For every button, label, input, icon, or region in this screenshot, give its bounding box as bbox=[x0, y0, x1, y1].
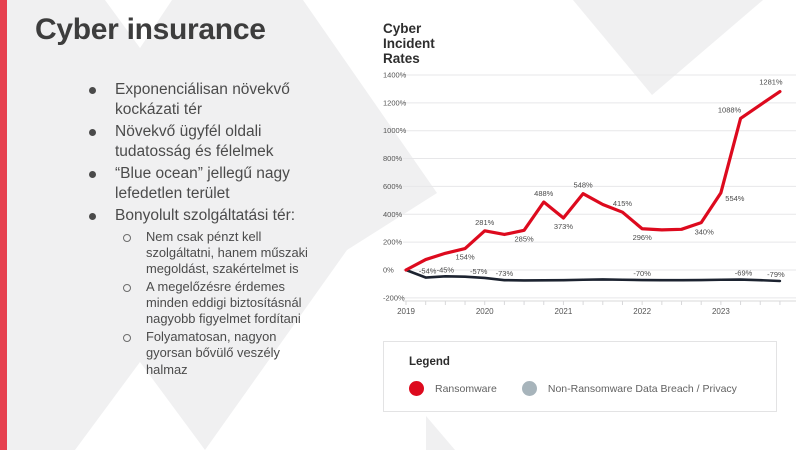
y-axis-label: 1200% bbox=[383, 98, 407, 107]
bullet-list: Exponenciálisan növekvő kockázati tér Növ… bbox=[82, 80, 367, 381]
data-point-label: -79% bbox=[767, 270, 785, 279]
watermark-notch-top-left bbox=[105, 0, 172, 48]
data-point-label: -57% bbox=[470, 267, 488, 276]
bullet-marker-icon bbox=[89, 213, 96, 221]
data-point-label: -73% bbox=[496, 269, 514, 278]
slide-title: Cyber insurance bbox=[35, 13, 266, 46]
data-point-label: 296% bbox=[633, 233, 653, 242]
bullet-marker-icon bbox=[89, 129, 96, 137]
bullet-text: “Blue ocean” jellegű nagy lefedetlen ter… bbox=[115, 165, 290, 202]
red-accent-bar bbox=[0, 0, 7, 450]
data-point-label: 285% bbox=[514, 234, 534, 243]
watermark-shape-top-right bbox=[573, 0, 763, 95]
data-point-label: 548% bbox=[574, 181, 594, 190]
data-point-label: 340% bbox=[695, 228, 715, 237]
bullet-item: “Blue ocean” jellegű nagy lefedetlen ter… bbox=[82, 164, 367, 203]
data-point-label: -69% bbox=[735, 269, 753, 278]
legend-items: Ransomware Non-Ransomware Data Breach / P… bbox=[409, 381, 776, 396]
bullet-item: Exponenciálisan növekvő kockázati tér bbox=[82, 80, 367, 119]
legend-card: Legend Ransomware Non-Ransomware Data Bre… bbox=[383, 341, 777, 412]
bullet-item: Növekvő ügyfél oldali tudatosság és féle… bbox=[82, 122, 367, 161]
watermark-shape-bottom-right bbox=[426, 416, 455, 450]
data-point-label: -45% bbox=[437, 265, 455, 274]
series-line-non-ransomware bbox=[404, 268, 782, 283]
legend-dot-icon bbox=[409, 381, 424, 396]
data-point-label: 281% bbox=[475, 218, 495, 227]
bullet-marker-icon bbox=[89, 171, 96, 179]
sub-bullet-list: Nem csak pénzt kell szolgáltatni, hanem … bbox=[82, 229, 367, 378]
y-axis-label: 800% bbox=[383, 154, 403, 163]
sub-bullet-item: Folyamatosan, nagyon gyorsan bővülő vesz… bbox=[82, 329, 367, 377]
y-axis-label: 400% bbox=[383, 210, 403, 219]
bullet-text: Folyamatosan, nagyon gyorsan bővülő vesz… bbox=[146, 329, 280, 377]
data-point-label: 1281% bbox=[759, 78, 783, 87]
legend-dot-icon bbox=[521, 381, 537, 396]
y-axis-label: 1000% bbox=[383, 126, 407, 135]
data-point-label: 554% bbox=[725, 194, 745, 203]
y-axis-label: 600% bbox=[383, 182, 403, 191]
y-axis-label: 0% bbox=[383, 266, 394, 275]
bullet-text: Exponenciálisan növekvő kockázati tér bbox=[115, 81, 290, 118]
data-point-label: 488% bbox=[534, 189, 554, 198]
sub-bullet-marker-icon bbox=[123, 283, 131, 292]
bullet-text: Nem csak pénzt kell szolgáltatni, hanem … bbox=[146, 228, 308, 276]
x-axis-label: 2023 bbox=[712, 307, 730, 316]
data-point-label: 154% bbox=[455, 253, 475, 262]
bullet-text: A megelőzésre érdemes minden eddigi bizt… bbox=[146, 278, 302, 327]
legend-label: Ransomware bbox=[435, 382, 497, 395]
series-line-ransomware bbox=[404, 89, 782, 272]
y-axis-label: 1400% bbox=[383, 70, 407, 79]
sub-bullet-group: Nem csak pénzt kell szolgáltatni, hanem … bbox=[82, 229, 367, 378]
watermark-shape-left bbox=[7, 0, 437, 450]
bullet-text: Növekvő ügyfél oldali tudatosság és féle… bbox=[115, 123, 274, 160]
bullet-marker-icon bbox=[89, 87, 96, 94]
x-axis-label: 2022 bbox=[633, 307, 651, 316]
bullet-text: Bonyolult szolgáltatási tér: bbox=[115, 207, 296, 225]
x-axis-label: 2019 bbox=[397, 307, 415, 316]
legend-title: Legend bbox=[409, 356, 450, 368]
data-point-label: -70% bbox=[633, 269, 651, 278]
sub-bullet-item: A megelőzésre érdemes minden eddigi bizt… bbox=[82, 279, 367, 327]
legend-item: Non-Ransomware Data Breach / Privacy bbox=[521, 381, 737, 396]
data-point-label: 373% bbox=[554, 222, 574, 231]
y-axis-label: -200% bbox=[383, 293, 405, 302]
data-point-label: 1088% bbox=[718, 105, 742, 114]
sub-bullet-marker-icon bbox=[123, 233, 131, 242]
data-point-label: -54% bbox=[419, 267, 437, 276]
y-axis-label: 200% bbox=[383, 238, 403, 247]
sub-bullet-marker-icon bbox=[123, 334, 131, 343]
legend-label: Non-Ransomware Data Breach / Privacy bbox=[547, 382, 737, 395]
legend-item: Ransomware bbox=[409, 381, 497, 396]
chart-title: Cyber Incident Rates bbox=[383, 21, 435, 66]
bullet-item: Bonyolult szolgáltatási tér: bbox=[82, 206, 367, 226]
x-axis-label: 2020 bbox=[476, 307, 494, 316]
data-point-label: 415% bbox=[613, 199, 633, 208]
x-axis-label: 2021 bbox=[555, 307, 573, 316]
sub-bullet-item: Nem csak pénzt kell szolgáltatni, hanem … bbox=[82, 229, 367, 277]
